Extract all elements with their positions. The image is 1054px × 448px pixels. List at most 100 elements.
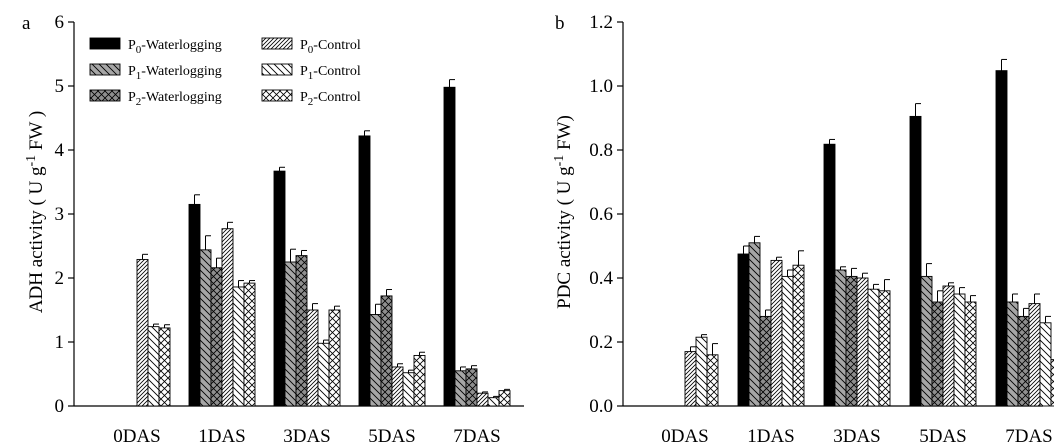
bar <box>328 309 341 407</box>
bar <box>413 354 426 407</box>
bar <box>931 301 944 407</box>
bar <box>487 397 500 407</box>
bar <box>402 372 415 407</box>
bar <box>136 258 149 407</box>
legend-label-subscript: 2 <box>136 96 142 108</box>
bar <box>147 326 160 407</box>
y-tick-label: 0.0 <box>589 396 613 417</box>
legend-label-prefix: P <box>300 38 308 53</box>
bar <box>188 203 201 407</box>
bar <box>295 255 308 407</box>
legend-label-suffix: -Waterlogging <box>141 64 222 79</box>
y-tick-label: 1.2 <box>589 12 613 33</box>
legend-label-prefix: P <box>128 90 136 105</box>
bars <box>684 58 1054 407</box>
legend-label-prefix: P <box>300 90 308 105</box>
bar <box>199 249 212 407</box>
bar <box>380 295 393 407</box>
y-tick-label: 1 <box>55 332 65 353</box>
y-axis-label-superscript: -1 <box>24 155 39 167</box>
y-tick-label: 1.0 <box>589 76 613 97</box>
bar <box>770 259 783 407</box>
y-tick-label: 2 <box>55 268 65 289</box>
bar <box>781 275 794 407</box>
bar <box>695 336 708 407</box>
bar <box>1050 359 1054 407</box>
legend-label-prefix: P <box>128 38 136 53</box>
bar <box>358 135 371 407</box>
bar <box>498 390 511 407</box>
bars <box>136 79 511 407</box>
x-tick-label: 1DAS <box>198 426 246 447</box>
legend-swatch <box>261 63 293 76</box>
bar <box>1039 322 1052 407</box>
bar <box>845 275 858 407</box>
y-tick-label: 4 <box>55 140 65 161</box>
legend-label-suffix: -Control <box>313 90 361 105</box>
legend-label-suffix: -Control <box>313 64 361 79</box>
x-tick-label: 7DAS <box>453 426 501 447</box>
y-axis-label-superscript: -1 <box>552 155 567 167</box>
bar <box>284 261 297 407</box>
y-tick-label: 0.8 <box>589 140 613 161</box>
bar <box>369 314 382 407</box>
y-axis-label-text: ADH activity ( U g <box>26 166 47 313</box>
legend-label-subscript: 2 <box>308 96 314 108</box>
legend-label-subscript: 1 <box>136 70 142 82</box>
x-tick-label: 5DAS <box>919 426 967 447</box>
y-axis-label: PDC activity ( U g-1 FW) <box>552 115 575 309</box>
legend-swatch <box>261 37 293 50</box>
legend-swatch <box>89 89 121 102</box>
legend-label: P1-Waterlogging <box>128 64 222 82</box>
bar <box>454 370 467 407</box>
panel-label: a <box>22 13 31 34</box>
legend-label-prefix: P <box>128 64 136 79</box>
y-tick-label: 0.2 <box>589 332 613 353</box>
x-tick-label: 5DAS <box>368 426 416 447</box>
bar <box>834 269 847 407</box>
bar <box>909 115 922 407</box>
bar <box>158 327 171 407</box>
bar <box>942 285 955 407</box>
legend-label: P2-Waterlogging <box>128 90 222 108</box>
bar <box>759 315 772 407</box>
bar <box>1017 315 1030 407</box>
bar <box>243 282 256 407</box>
bar <box>684 351 697 407</box>
y-axis-label-unit: FW) <box>554 115 575 155</box>
bar <box>995 70 1008 407</box>
legend-label-prefix: P <box>300 64 308 79</box>
bar <box>706 354 719 407</box>
legend-label: P1-Control <box>300 64 361 82</box>
panel-label: b <box>555 13 565 34</box>
bar <box>823 143 836 407</box>
legend-label-suffix: -Waterlogging <box>141 90 222 105</box>
bar <box>476 392 489 407</box>
axes: 0.0 0.2 0.4 0.6 0.8 1.0 1.2 0DAS 1DAS 3DAS 5DAS 7DA… <box>589 12 1053 447</box>
legend-swatch <box>261 89 293 102</box>
legend-label-subscript: 0 <box>308 44 314 56</box>
bar <box>953 293 966 407</box>
x-tick-label: 0DAS <box>661 426 709 447</box>
legend-swatch <box>89 37 121 50</box>
bar <box>792 264 805 407</box>
bar <box>391 366 404 407</box>
bar <box>856 277 869 407</box>
bar <box>210 267 223 407</box>
y-tick-label: 0.6 <box>589 204 613 225</box>
legend: P0-WaterloggingP1-WaterloggingP2-Waterlo… <box>89 37 361 108</box>
y-tick-label: 5 <box>55 76 65 97</box>
bar <box>964 301 977 407</box>
x-tick-label: 0DAS <box>113 426 161 447</box>
y-axis-label: ADH activity ( U g-1 FW ) <box>24 111 47 313</box>
x-tick-label: 1DAS <box>747 426 795 447</box>
bar <box>221 228 234 407</box>
bar <box>748 242 761 407</box>
bar <box>306 309 319 407</box>
bar <box>1006 301 1019 407</box>
x-tick-label: 3DAS <box>283 426 331 447</box>
bar <box>867 288 880 407</box>
y-tick-label: 0 <box>55 396 65 417</box>
axes: 0 1 2 3 4 5 6 0DAS 1DAS 3DAS 5DAS 7DAS <box>55 12 524 447</box>
